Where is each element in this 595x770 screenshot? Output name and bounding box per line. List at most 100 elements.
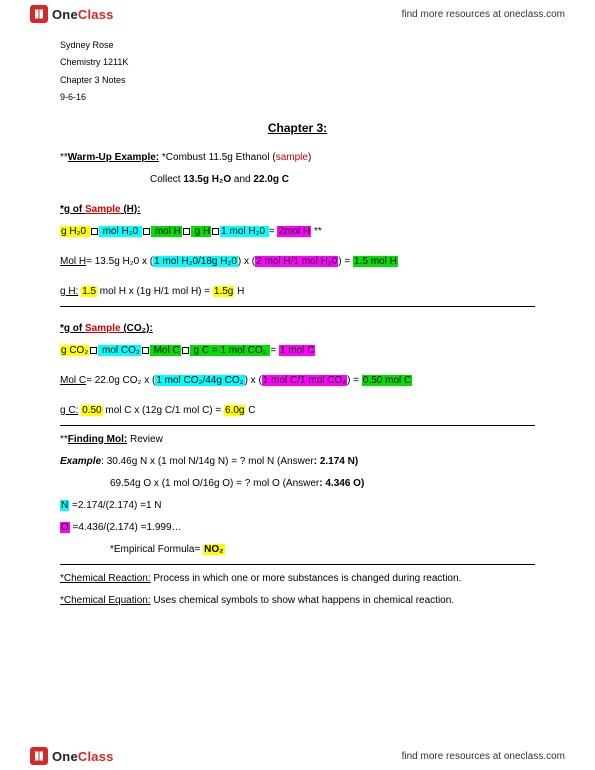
sC-f1b: mol CO₂ [98,345,141,356]
fm-o-eq: =4.436/(2.174) =1.999… [70,522,182,533]
collect-h2o: 13.5g H₂O [183,174,231,185]
gH-e: H [234,286,244,297]
sH-f1c: mol H [151,226,182,237]
gH-b: 1.5 [81,286,97,297]
collect-and: and [231,174,253,185]
molC-d: 1 mol C/1 mol CO₂ [262,375,347,386]
fm-ex-lbl: Example [60,456,101,467]
book-icon [30,5,48,23]
meta-chapter: Chapter 3 Notes [60,73,535,87]
sC-f1d: g C = 1 mol CO₂ [190,345,271,356]
arrow-icon [212,228,219,235]
book-icon [30,747,48,765]
molH-b: 1 mol H₂0/18g H₂0 [153,256,238,267]
fm-star: ** [60,434,68,445]
arrow-icon [182,347,189,354]
molH-c: ) x ( [238,256,255,267]
molC-e: ) = [347,375,362,386]
sC-f1c: Mol C [150,345,181,356]
gH-line: g H: 1.5 mol H x (1g H/1 mol H) = 1.5g H [60,284,535,300]
page-footer: OneClass find more resources at oneclass… [0,742,595,770]
gC-b: 0.50 [81,405,102,416]
divider [60,564,535,565]
fm-l1b: : 2.174 N) [314,456,358,467]
sampleH-heading: *g of Sample (H): [60,202,535,218]
brand-text: OneClass [52,7,114,22]
resources-link-bottom[interactable]: find more resources at oneclass.com [402,751,565,762]
molH-e: ) = [338,256,353,267]
sH-star: *g of [60,204,85,215]
brand-logo[interactable]: OneClass [30,5,114,23]
brand-one-f: One [52,749,78,764]
fm-review: Review [127,434,163,445]
fm-l1a: : 30.46g N x (1 mol N/14g N) = ? mol N (… [101,456,314,467]
page-header: OneClass find more resources at oneclass… [0,0,595,28]
molH-line: Mol H= 13.5g H₂0 x (1 mol H₂0/18g H₂0) x… [60,254,535,270]
resources-link-top[interactable]: find more resources at oneclass.com [402,9,565,20]
molC-b: 1 mol CO₂/44g CO₂ [155,375,244,386]
warmup-line: **Warm-Up Example: *Combust 11.5g Ethano… [60,150,535,166]
arrow-icon [143,228,150,235]
molC-line: Mol C= 22.0g CO₂ x (1 mol CO₂/44g CO₂) x… [60,373,535,389]
gC-e: C [245,405,255,416]
molC-a: = 22.0g CO₂ x ( [86,375,155,386]
def-cr: *Chemical Reaction: Process in which one… [60,571,535,587]
brand-text-footer: OneClass [52,749,114,764]
brand-class-f: Class [78,749,114,764]
collect-c: 22.0g C [253,174,289,185]
document-content: Sydney Rose Chemistry 1211K Chapter 3 No… [0,28,595,655]
fm-ef-a: *Empirical Formula= [110,544,203,555]
sC-f1a: g CO₂ [60,345,89,356]
arrow-icon [91,228,98,235]
ce-lbl: *Chemical Equation: [60,595,151,606]
sampleC-heading: *g of Sample (CO₂): [60,321,535,337]
gC-d: 6.0g [224,405,245,416]
gC-c: mol C x (12g C/1 mol C) = [103,405,224,416]
sC-f1e: = [270,345,279,356]
sH-f1g: 2mol H [277,226,311,237]
sC-sample: Sample [85,323,121,334]
brand-one: One [52,7,78,22]
molC-f: 0.50 mol C [362,375,412,386]
molH-f: 1.5 mol H [353,256,398,267]
brand-class: Class [78,7,114,22]
arrow-icon [90,347,97,354]
sH-f1a: g H₂0 [60,226,90,237]
sC-species: (CO₂): [121,323,153,334]
fm-ef: *Empirical Formula= NO₂ [110,542,535,558]
sC-flow: g CO₂ mol CO₂ Mol C g C = 1 mol CO₂ = 1 … [60,343,535,359]
findmol-heading: **Finding Mol: Review [60,432,535,448]
divider [60,425,535,426]
sH-f1star: ** [311,226,322,237]
divider [60,306,535,307]
warmup-text: *Combust 11.5g Ethanol ( [159,152,276,163]
fm-l2: 69.54g O x (1 mol O/16g O) = ? mol O (An… [110,478,319,489]
gH-lbl: g H: [60,286,78,297]
fm-n-eq: =2.174/(2.174) =1 N [69,500,161,511]
sC-star: *g of [60,323,85,334]
fm-heading: Finding Mol: [68,434,127,445]
warmup-heading: Warm-Up Example: [68,152,159,163]
gC-lbl: g C: [60,405,78,416]
sH-species: (H): [121,204,141,215]
collect-label: Collect [150,174,183,185]
molH-a: = 13.5g H₂0 x ( [86,256,153,267]
brand-logo-footer[interactable]: OneClass [30,747,114,765]
arrow-icon [142,347,149,354]
cr-txt: Process in which one or more substances … [151,573,462,584]
fm-l2b: : 4.346 O) [319,478,364,489]
warmup-close: ) [308,152,311,163]
chapter-title: Chapter 3: [60,119,535,138]
fm-n: N =2.174/(2.174) =1 N [60,498,535,514]
sH-sample: Sample [85,204,121,215]
cr-lbl: *Chemical Reaction: [60,573,151,584]
fm-ex2: 69.54g O x (1 mol O/16g O) = ? mol O (An… [110,476,535,492]
molC-c: ) x ( [245,375,262,386]
def-ce: *Chemical Equation: Uses chemical symbol… [60,593,535,609]
meta-date: 9-6-16 [60,90,535,104]
meta-author: Sydney Rose [60,38,535,52]
sH-f1b: mol H₂0 [99,226,142,237]
sH-f1d: g H [191,226,211,237]
fm-o: O =4.436/(2.174) =1.999… [60,520,535,536]
sH-f1e: 1 mol H₂0 [220,226,269,237]
